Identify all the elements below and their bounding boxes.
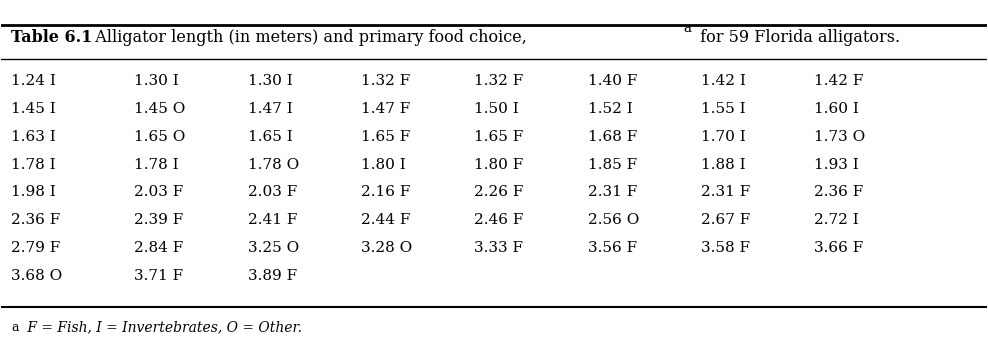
Text: 1.47 F: 1.47 F [361,102,410,116]
Text: 2.46 F: 2.46 F [474,213,524,227]
Text: 1.30 I: 1.30 I [134,74,179,88]
Text: 1.65 F: 1.65 F [361,130,410,144]
Text: for 59 Florida alligators.: for 59 Florida alligators. [695,28,900,45]
Text: 1.45 I: 1.45 I [11,102,56,116]
Text: 1.32 F: 1.32 F [361,74,410,88]
Text: 3.71 F: 3.71 F [134,269,184,283]
Text: 3.25 O: 3.25 O [248,241,299,255]
Text: 1.65 I: 1.65 I [248,130,292,144]
Text: 3.66 F: 3.66 F [814,241,864,255]
Text: 1.40 F: 1.40 F [588,74,637,88]
Text: 1.65 O: 1.65 O [134,130,186,144]
Text: 3.33 F: 3.33 F [474,241,524,255]
Text: 1.45 O: 1.45 O [134,102,186,116]
Text: 1.68 F: 1.68 F [588,130,637,144]
Text: 1.30 I: 1.30 I [248,74,292,88]
Text: F = Fish, I = Invertebrates, O = Other.: F = Fish, I = Invertebrates, O = Other. [23,320,302,334]
Text: 2.56 O: 2.56 O [588,213,639,227]
Text: 2.31 F: 2.31 F [700,185,750,199]
Text: 2.44 F: 2.44 F [361,213,410,227]
Text: a: a [683,22,692,35]
Text: 3.56 F: 3.56 F [588,241,636,255]
Text: 1.70 I: 1.70 I [700,130,746,144]
Text: 2.36 F: 2.36 F [11,213,60,227]
Text: 2.67 F: 2.67 F [700,213,750,227]
Text: 1.42 I: 1.42 I [700,74,746,88]
Text: 1.65 F: 1.65 F [474,130,524,144]
Text: 1.63 I: 1.63 I [11,130,56,144]
Text: 1.47 I: 1.47 I [248,102,292,116]
Text: 1.93 I: 1.93 I [814,158,859,172]
Text: 1.60 I: 1.60 I [814,102,860,116]
Text: 1.78 I: 1.78 I [134,158,179,172]
Text: 1.80 I: 1.80 I [361,158,406,172]
Text: 3.28 O: 3.28 O [361,241,412,255]
Text: 2.26 F: 2.26 F [474,185,524,199]
Text: 1.98 I: 1.98 I [11,185,56,199]
Text: 1.55 I: 1.55 I [700,102,746,116]
Text: 3.68 O: 3.68 O [11,269,62,283]
Text: 1.32 F: 1.32 F [474,74,524,88]
Text: 2.39 F: 2.39 F [134,213,184,227]
Text: Alligator length (in meters) and primary food choice,: Alligator length (in meters) and primary… [85,28,527,45]
Text: a: a [11,320,19,333]
Text: 1.24 I: 1.24 I [11,74,56,88]
Text: 2.84 F: 2.84 F [134,241,184,255]
Text: 3.58 F: 3.58 F [700,241,750,255]
Text: 1.78 O: 1.78 O [248,158,299,172]
Text: 2.03 F: 2.03 F [134,185,184,199]
Text: 1.80 F: 1.80 F [474,158,524,172]
Text: 1.78 I: 1.78 I [11,158,56,172]
Text: 2.31 F: 2.31 F [588,185,637,199]
Text: 1.42 F: 1.42 F [814,74,864,88]
Text: 1.88 I: 1.88 I [700,158,746,172]
Text: 2.36 F: 2.36 F [814,185,864,199]
Text: 2.03 F: 2.03 F [248,185,297,199]
Text: 1.50 I: 1.50 I [474,102,519,116]
Text: 2.41 F: 2.41 F [248,213,297,227]
Text: 1.52 I: 1.52 I [588,102,632,116]
Text: 3.89 F: 3.89 F [248,269,296,283]
Text: 2.79 F: 2.79 F [11,241,60,255]
Text: 2.16 F: 2.16 F [361,185,410,199]
Text: 2.72 I: 2.72 I [814,213,859,227]
Text: 1.73 O: 1.73 O [814,130,865,144]
Text: 1.85 F: 1.85 F [588,158,636,172]
Text: Table 6.1: Table 6.1 [11,28,93,45]
